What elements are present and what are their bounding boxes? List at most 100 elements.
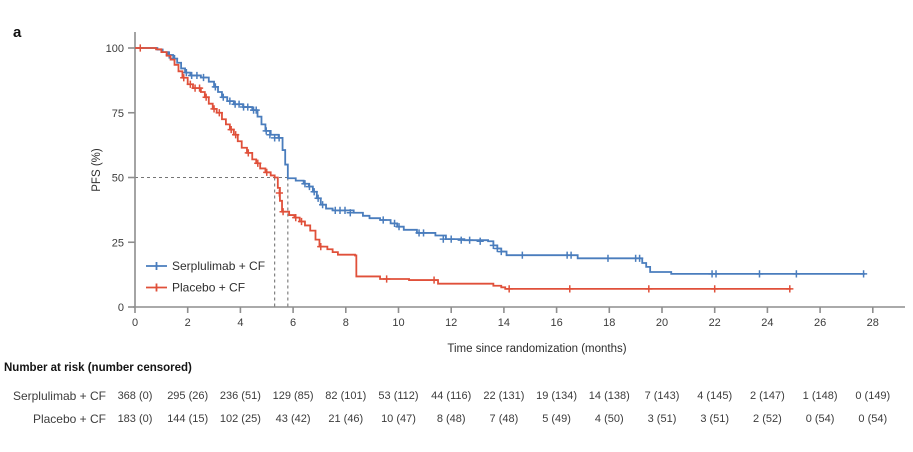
censor-mark	[182, 69, 190, 77]
censor-mark	[215, 109, 223, 117]
legend-marker	[146, 283, 167, 292]
censor-mark	[466, 236, 474, 244]
risk-cell: 2 (147)	[749, 390, 785, 402]
risk-cell: 7 (48)	[489, 413, 519, 425]
risk-cell: 368 (0)	[117, 390, 153, 402]
y-tick-label: 75	[112, 108, 124, 120]
survival-curve-placebo	[135, 47, 792, 290]
censor-mark	[792, 270, 800, 278]
censor-mark	[518, 251, 526, 259]
x-tick-label: 14	[498, 317, 510, 329]
x-tick-label: 26	[814, 317, 826, 329]
censor-mark	[305, 182, 314, 191]
x-tick-label: 28	[867, 317, 879, 329]
risk-cell: 0 (149)	[855, 390, 891, 402]
censor-mark	[755, 270, 764, 278]
censor-mark	[275, 189, 283, 197]
risk-cell: 53 (112)	[378, 390, 419, 402]
x-tick-label: 16	[550, 317, 562, 329]
censor-marks-placebo	[136, 44, 794, 293]
censor-mark	[263, 168, 271, 176]
censor-mark	[489, 241, 497, 249]
censor-mark	[493, 244, 501, 253]
risk-cell: 14 (138)	[588, 390, 630, 402]
censor-mark	[210, 105, 218, 113]
legend: Serplulimab + CF Placebo + CF	[146, 259, 265, 295]
median-dashed-lines	[135, 176, 289, 307]
censor-mark	[457, 236, 465, 244]
x-tick-label: 18	[603, 317, 615, 329]
censor-mark	[202, 93, 210, 101]
censor-mark	[604, 254, 612, 262]
risk-cell: 5 (49)	[542, 413, 571, 425]
censor-mark	[227, 125, 235, 134]
risk-cell: 183 (0)	[117, 413, 153, 425]
censor-mark	[254, 159, 262, 167]
risk-table-title: Number at risk (number censored)	[4, 362, 192, 374]
censor-mark	[301, 180, 309, 188]
risk-cell: 43 (42)	[275, 413, 311, 425]
x-tick-label: 8	[343, 317, 349, 329]
censor-mark	[567, 251, 575, 259]
x-tick-label: 4	[237, 317, 243, 329]
censor-mark	[195, 84, 204, 92]
censor-mark	[341, 206, 349, 214]
censor-mark	[383, 275, 391, 283]
legend-label: Serplulimab + CF	[172, 259, 265, 273]
censor-mark	[226, 97, 234, 105]
risk-row-label: Serplulimab + CF	[12, 389, 106, 403]
censor-mark	[497, 247, 505, 256]
censor-mark	[476, 237, 484, 245]
censor-mark	[136, 44, 144, 52]
censor-mark	[292, 214, 300, 222]
censor-mark	[186, 80, 194, 88]
risk-cell: 102 (25)	[219, 413, 261, 425]
censor-mark	[645, 285, 653, 293]
x-tick-label: 10	[392, 317, 404, 329]
censor-mark	[199, 73, 208, 82]
risk-cell: 4 (145)	[697, 390, 733, 402]
risk-cell: 21 (46)	[328, 413, 364, 425]
y-tick-label: 0	[118, 302, 124, 314]
x-axis-title: Time since randomization (months)	[447, 343, 626, 355]
x-tick-label: 6	[290, 317, 296, 329]
censor-mark	[314, 194, 322, 202]
censor-mark	[297, 217, 306, 226]
censor-mark	[636, 254, 644, 262]
censor-mark	[447, 235, 455, 243]
risk-cell: 1 (148)	[802, 390, 838, 402]
risk-cell: 19 (134)	[536, 390, 578, 402]
censor-mark	[193, 71, 201, 80]
censor-mark	[279, 208, 287, 216]
risk-cell: 10 (47)	[381, 413, 416, 425]
risk-cell: 236 (51)	[219, 390, 261, 402]
y-tick-label: 25	[112, 237, 124, 249]
x-tick-label: 12	[445, 317, 457, 329]
legend-item: Placebo + CF	[146, 281, 245, 295]
censor-mark	[262, 127, 270, 135]
censor-mark	[244, 149, 252, 157]
survival-curve-serplulimab	[135, 47, 865, 275]
censor-mark	[219, 93, 227, 101]
censor-mark	[505, 285, 513, 293]
risk-cell: 3 (51)	[647, 413, 677, 425]
legend-marker	[146, 262, 167, 270]
censor-mark	[566, 285, 574, 293]
x-tick-label: 20	[656, 317, 668, 329]
y-tick-label: 50	[112, 173, 124, 185]
censor-mark	[244, 103, 252, 111]
risk-cell: 7 (143)	[644, 390, 680, 402]
censor-mark	[439, 235, 447, 243]
censor-marks-serplulimab	[165, 51, 868, 278]
censor-mark	[395, 223, 403, 231]
risk-cell: 22 (131)	[483, 390, 525, 402]
censor-mark	[419, 229, 428, 237]
risk-cell: 4 (50)	[594, 413, 624, 425]
censor-mark	[390, 219, 399, 227]
y-axis-title: PFS (%)	[91, 148, 103, 192]
curve-path	[135, 47, 792, 290]
risk-row-label: Placebo + CF	[32, 412, 106, 426]
censor-mark	[180, 74, 188, 82]
